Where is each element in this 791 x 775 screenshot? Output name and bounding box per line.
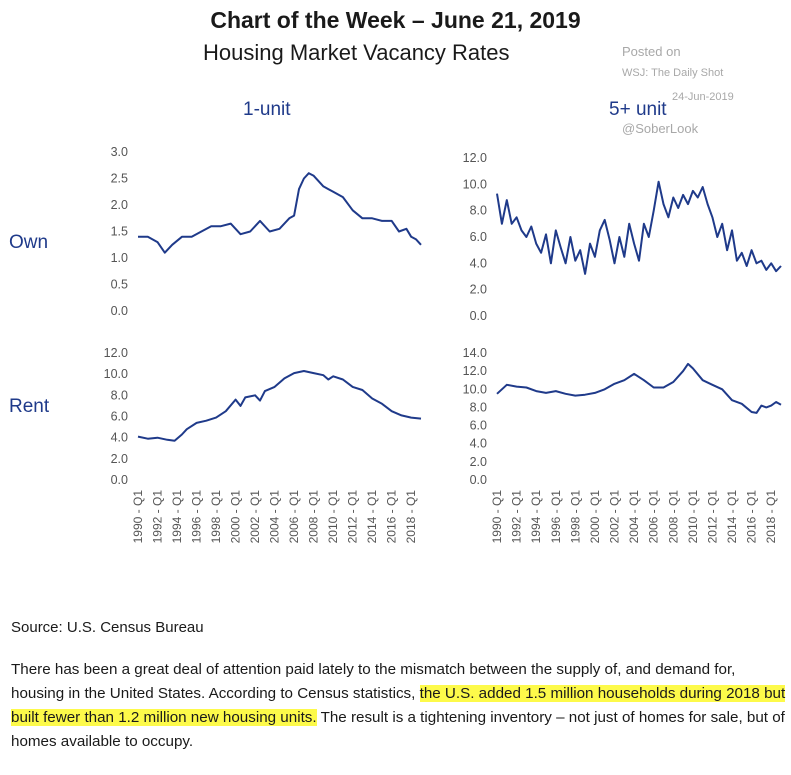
x-tick-label: 1990 - Q1 [490, 490, 504, 544]
y-tick-label: 10.0 [463, 177, 487, 191]
x-tick-label: 1992 - Q1 [510, 490, 524, 544]
x-tick-label: 2000 - Q1 [588, 490, 602, 544]
y-tick-label: 3.0 [111, 145, 128, 159]
y-tick-label: 6.0 [470, 230, 487, 244]
paragraph-text-end: The result is a tightening inventory – n… [11, 709, 785, 750]
y-tick-label: 4.0 [470, 437, 487, 451]
y-tick-label: 6.0 [111, 410, 128, 424]
series-line [138, 172, 422, 254]
y-tick-label: 12.0 [463, 151, 487, 165]
y-tick-label: 0.0 [111, 304, 128, 318]
y-tick-label: 4.0 [470, 256, 487, 270]
y-tick-label: 0.0 [111, 473, 128, 487]
x-tick-label: 2018 - Q1 [404, 490, 418, 544]
y-tick-label: 2.0 [470, 283, 487, 297]
y-tick-label: 0.0 [470, 473, 487, 487]
y-tick-label: 12.0 [104, 346, 128, 360]
x-tick-label: 1996 - Q1 [549, 490, 563, 544]
x-tick-label: 2012 - Q1 [705, 490, 719, 544]
y-tick-label: 14.0 [463, 346, 487, 360]
x-tick-label: 2008 - Q1 [666, 490, 680, 544]
watermark-posted-on: Posted on [622, 44, 681, 59]
x-tick-label: 2006 - Q1 [287, 490, 301, 544]
y-tick-label: 6.0 [470, 419, 487, 433]
series-line [496, 180, 782, 275]
source-note: Source: U.S. Census Bureau [11, 619, 204, 636]
x-tick-label: 1998 - Q1 [209, 490, 223, 544]
column-header-5-plus-unit: 5+ unit [609, 99, 667, 120]
y-tick-label: 2.5 [111, 172, 128, 186]
x-tick-label: 1990 - Q1 [131, 490, 145, 544]
y-tick-label: 2.0 [111, 452, 128, 466]
x-tick-label: 2014 - Q1 [365, 490, 379, 544]
commentary-paragraph: There has been a great deal of attention… [11, 658, 786, 754]
x-tick-label: 2004 - Q1 [268, 490, 282, 544]
chart-subtitle: Housing Market Vacancy Rates [203, 40, 510, 65]
y-tick-label: 0.0 [470, 309, 487, 323]
y-tick-label: 12.0 [463, 364, 487, 378]
row-header-own: Own [9, 232, 49, 253]
x-tick-label: 1998 - Q1 [568, 490, 582, 544]
watermark-source: WSJ: The Daily Shot [622, 67, 724, 79]
paragraph-text-start: There has been a great deal of attention… [11, 661, 736, 702]
y-tick-label: 10.0 [463, 382, 487, 396]
watermark-handle: @SoberLook [622, 121, 699, 136]
x-tick-label: 2004 - Q1 [627, 490, 641, 544]
y-tick-label: 10.0 [104, 367, 128, 381]
x-tick-label: 2000 - Q1 [229, 490, 243, 544]
watermark-date: 24-Jun-2019 [672, 91, 734, 103]
y-tick-label: 8.0 [111, 388, 128, 402]
y-tick-label: 2.0 [470, 455, 487, 469]
x-tick-label: 1992 - Q1 [151, 490, 165, 544]
x-tick-label: 2012 - Q1 [346, 490, 360, 544]
chart-title: Chart of the Week – June 21, 2019 [210, 7, 581, 33]
y-tick-label: 8.0 [470, 204, 487, 218]
x-tick-label: 1994 - Q1 [170, 490, 184, 544]
row-header-rent: Rent [9, 396, 50, 417]
y-tick-label: 0.5 [111, 278, 128, 292]
y-tick-label: 1.5 [111, 225, 128, 239]
y-tick-label: 2.0 [111, 198, 128, 212]
y-tick-label: 8.0 [470, 400, 487, 414]
x-tick-label: 2002 - Q1 [248, 490, 262, 544]
x-tick-label: 2016 - Q1 [745, 490, 759, 544]
series-line [496, 362, 782, 414]
charts-canvas: 0.0 0.5 1.0 1.5 2.0 2.5 3.0 0.0 2.0 4.0 6.0 8.0 10.0… [104, 145, 782, 544]
x-tick-label: 2002 - Q1 [608, 490, 622, 544]
y-tick-label: 1.0 [111, 251, 128, 265]
x-tick-label: 2006 - Q1 [647, 490, 661, 544]
column-header-1-unit: 1-unit [243, 99, 291, 120]
x-tick-label: 2018 - Q1 [764, 490, 778, 544]
x-tick-label: 2014 - Q1 [725, 490, 739, 544]
x-tick-label: 2008 - Q1 [307, 490, 321, 544]
x-tick-label: 1996 - Q1 [190, 490, 204, 544]
x-tick-label: 2010 - Q1 [686, 490, 700, 544]
x-tick-label: 1994 - Q1 [529, 490, 543, 544]
x-tick-label: 2010 - Q1 [326, 490, 340, 544]
y-tick-label: 4.0 [111, 431, 128, 445]
series-line [137, 370, 422, 442]
x-tick-label: 2016 - Q1 [385, 490, 399, 544]
